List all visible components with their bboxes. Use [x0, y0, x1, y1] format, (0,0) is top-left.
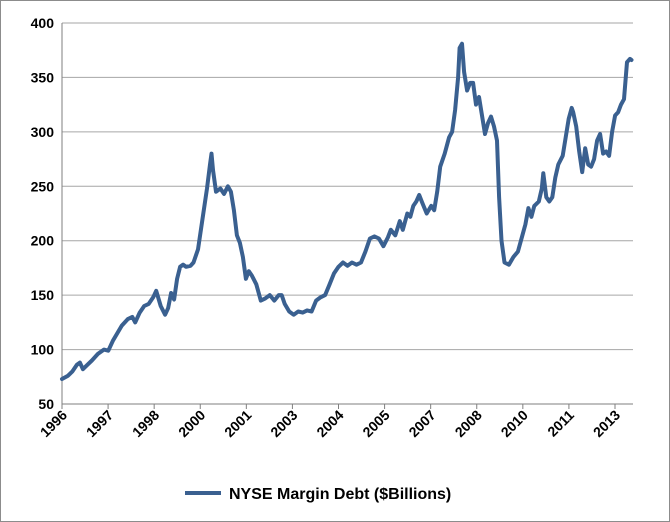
- series-layer: [60, 41, 634, 381]
- x-tick-label: 2010: [498, 407, 531, 440]
- legend: NYSE Margin Debt ($Billions): [185, 486, 451, 503]
- x-tick-label: 2004: [313, 407, 346, 440]
- y-tick-label: 400: [31, 15, 55, 31]
- x-tick-label: 2000: [175, 407, 208, 440]
- y-tick-label: 350: [31, 69, 55, 85]
- y-tick-label: 100: [31, 342, 55, 358]
- y-tick-label: 300: [31, 124, 55, 140]
- y-tick-labels: 50 100 150 200 250 300 350 400: [31, 15, 55, 412]
- y-tick-label: 50: [38, 396, 54, 412]
- x-tick-label: 2013: [590, 407, 623, 440]
- y-tick-label: 200: [31, 233, 55, 249]
- x-tick-label: 2008: [452, 407, 485, 440]
- y-tick-label: 150: [31, 287, 55, 303]
- x-tick-label: 2011: [544, 407, 577, 440]
- x-tick-label: 2005: [359, 407, 392, 440]
- legend-label: NYSE Margin Debt ($Billions): [229, 486, 451, 503]
- x-tick-label: 1997: [83, 407, 116, 440]
- x-tick-label: 2007: [405, 407, 438, 440]
- axes: [61, 23, 633, 405]
- x-tick-label: 2003: [267, 407, 300, 440]
- x-tick-label: 1998: [129, 407, 162, 440]
- y-tick-label: 250: [31, 178, 55, 194]
- series-line-margin-debt: [60, 41, 634, 381]
- x-tick-label: 2001: [221, 407, 254, 440]
- gridlines: [62, 22, 633, 351]
- x-tick-labels: 1996 1997 1998 2000 2001 2003 2004 2005 2007 2008…: [37, 404, 623, 440]
